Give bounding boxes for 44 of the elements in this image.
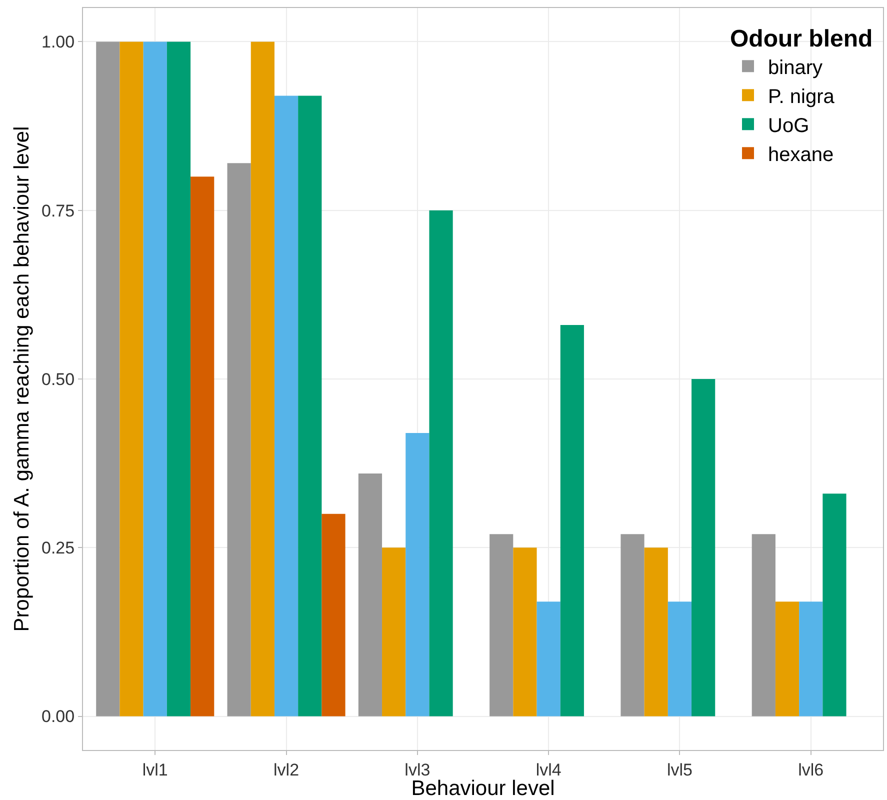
bar (382, 548, 406, 716)
bar (644, 548, 668, 716)
bar (322, 514, 346, 716)
bar (668, 602, 692, 716)
bar (752, 534, 776, 716)
x-tick-label: lvl4 (536, 760, 562, 780)
bar (227, 163, 251, 716)
bar (96, 42, 120, 716)
bar (536, 602, 560, 716)
bar (166, 42, 191, 716)
bar (298, 96, 322, 716)
bar (250, 42, 274, 716)
bar (143, 42, 167, 716)
legend-label: UoG (768, 114, 810, 137)
legend-label: P. nigra (768, 86, 836, 108)
bar (799, 602, 823, 716)
y-tick-label: 0.75 (42, 201, 75, 220)
bar (358, 473, 382, 716)
bar (120, 42, 144, 716)
bar (406, 432, 430, 716)
bar (490, 534, 514, 716)
legend-label: binary (768, 56, 822, 79)
x-axis-title: Behaviour level (411, 777, 555, 800)
x-tick-label: lvl1 (142, 760, 168, 780)
bar (620, 534, 644, 716)
bar (822, 494, 846, 716)
legend-title: Odour blend (730, 26, 873, 53)
y-tick-label: 0.25 (42, 538, 75, 558)
bar (190, 176, 214, 716)
bar (692, 379, 716, 716)
bar (429, 210, 453, 716)
y-tick-label: 0.00 (42, 707, 75, 726)
bar (513, 548, 537, 716)
bar (560, 325, 584, 716)
legend-label: hexane (768, 144, 834, 166)
bar (775, 602, 800, 716)
y-tick-label: 0.50 (42, 370, 75, 389)
y-axis-title: Proportion of A. gamma reaching each behaviour level (10, 126, 34, 632)
x-tick-label: lvl6 (798, 760, 824, 780)
x-tick-label: lvl2 (274, 760, 300, 780)
x-tick-label: lvl5 (666, 760, 692, 780)
y-tick-label: 1.00 (42, 32, 75, 52)
x-tick-label: lvl3 (404, 760, 430, 780)
bar (274, 96, 298, 716)
